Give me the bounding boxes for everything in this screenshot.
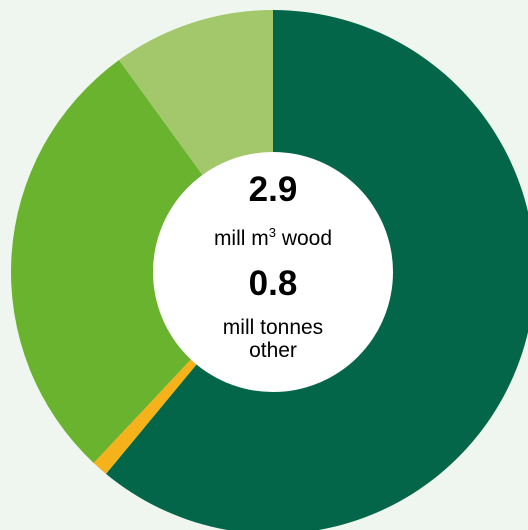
wood-unit-prefix: mill m (213, 227, 269, 250)
donut-hole (153, 152, 393, 392)
wood-unit-suffix: wood (276, 227, 333, 250)
donut-slice-3 (10, 60, 273, 463)
wood-volume-value: 2.9 (248, 170, 298, 209)
other-tonnage-unit-line1: mill tonnes (222, 316, 324, 339)
other-tonnage-value: 0.8 (248, 264, 298, 303)
wood-volume-unit: mill m3 wood (0, 222, 528, 249)
other-tonnage-unit-line2: other (249, 339, 297, 362)
wood-unit-superscript: 3 (268, 225, 276, 240)
